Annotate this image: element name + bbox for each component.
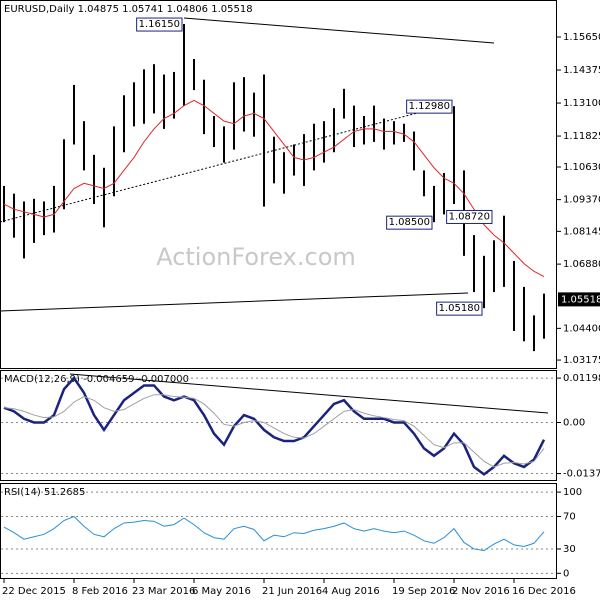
x-tick-label: 6 May 2016 (192, 586, 251, 597)
annotation-label: 1.12980 (409, 101, 450, 112)
series-line (3, 376, 546, 476)
x-tick-label: 8 Feb 2016 (72, 586, 128, 597)
y-tick-label: 100 (563, 487, 582, 498)
y-tick-label: 70 (563, 511, 576, 522)
trend-line (0, 103, 453, 223)
chart-title: EURUSD,Daily 1.04875 1.05741 1.04806 1.0… (4, 4, 253, 15)
annotation-box (446, 209, 493, 224)
y-tick-label: 0.011982 (563, 373, 600, 384)
annotation-label: 1.16150 (139, 19, 180, 30)
trend-line (0, 292, 469, 312)
y-tick-label: 1.04400 (563, 323, 600, 334)
y-tick-label: 1.08145 (563, 226, 600, 237)
annotation-box (406, 99, 453, 114)
annotation-box (136, 17, 183, 32)
watermark: ActionForex.com (156, 243, 356, 271)
macd-title: MACD(12,26,9) -0.004659 -0.007000 (4, 374, 189, 385)
annotation-label: 1.08500 (389, 217, 430, 228)
y-tick-label: 30 (563, 544, 576, 555)
x-tick-label: 4 Aug 2016 (322, 586, 380, 597)
x-tick-label: 21 Jun 2016 (262, 586, 322, 597)
last-price-label: 1.05518 (561, 294, 600, 305)
annotation-label: 1.08720 (449, 211, 490, 222)
rsi-panel (0, 483, 557, 579)
last-price-box (558, 292, 600, 307)
y-tick-label: 1.14375 (563, 65, 600, 76)
x-tick-label: 23 Mar 2016 (132, 586, 195, 597)
series-line (3, 515, 545, 552)
y-tick-label: 1.13100 (563, 98, 600, 109)
x-tick-label: 2 Nov 2016 (452, 586, 510, 597)
trend-line (69, 373, 549, 414)
y-tick-label: 1.10630 (563, 162, 600, 173)
y-tick-label: 0.00 (563, 417, 585, 428)
macd-panel (0, 370, 557, 481)
y-tick-label: 1.09370 (563, 195, 600, 206)
trend-line (183, 17, 495, 44)
x-tick-label: 16 Dec 2016 (512, 586, 576, 597)
series-line (3, 394, 545, 468)
annotation-box (436, 301, 483, 316)
y-tick-label: 1.03175 (563, 355, 600, 366)
price-panel (0, 0, 557, 369)
x-tick-label: 22 Dec 2015 (2, 586, 66, 597)
annotation-box (386, 215, 433, 230)
y-tick-label: -0.013788 (563, 469, 600, 480)
x-tick-label: 19 Sep 2016 (392, 586, 455, 597)
y-tick-label: 1.15650 (563, 32, 600, 43)
y-tick-label: 0 (563, 568, 569, 579)
y-tick-label: 1.11825 (563, 131, 600, 142)
moving-average (3, 99, 545, 277)
rsi-title: RSI(14) 51.2685 (4, 487, 85, 498)
y-tick-label: 1.06880 (563, 259, 600, 270)
annotation-label: 1.05180 (439, 303, 480, 314)
